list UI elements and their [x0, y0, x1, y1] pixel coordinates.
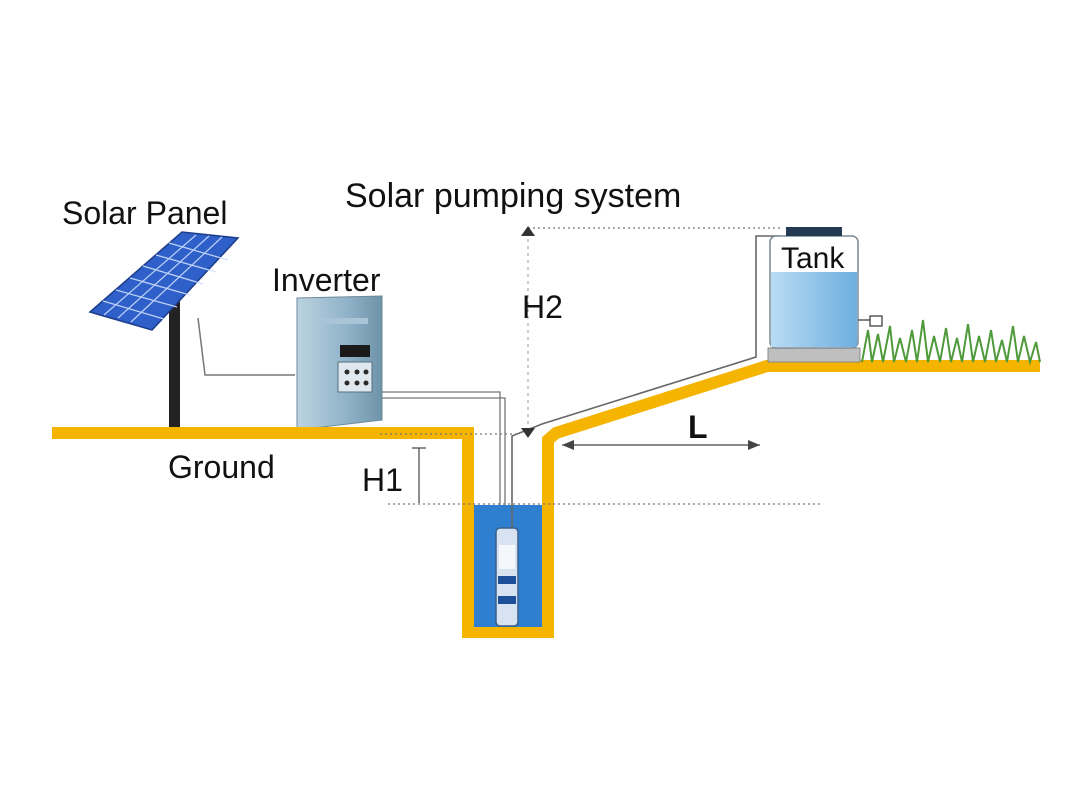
tank-lid: [786, 227, 842, 236]
delivery-pipe: [511, 235, 780, 528]
panel-board: [88, 231, 240, 331]
grass: [861, 319, 1041, 366]
diagram-title: Solar pumping system: [345, 177, 681, 215]
ground-label: Ground: [168, 449, 275, 485]
inverter-display: [340, 345, 370, 357]
water-tank: [767, 227, 883, 363]
h2-arrow-top: [521, 226, 535, 236]
tank-tap: [869, 315, 883, 327]
panel-pole: [169, 300, 180, 435]
panel-grid: [102, 234, 229, 323]
h2-label: H2: [522, 289, 563, 325]
solar-panel: [88, 231, 240, 435]
l-label: L: [688, 409, 708, 445]
h2-arrow-bottom: [521, 428, 535, 438]
inverter-label: Inverter: [272, 262, 381, 298]
solar-panel-label: Solar Panel: [62, 195, 227, 231]
h1-label: H1: [362, 462, 403, 498]
ground: [52, 360, 1040, 638]
submersible-pump: [495, 527, 519, 627]
tank-label: Tank: [781, 242, 845, 275]
panel-wire: [197, 317, 295, 376]
inverter: [296, 295, 383, 431]
